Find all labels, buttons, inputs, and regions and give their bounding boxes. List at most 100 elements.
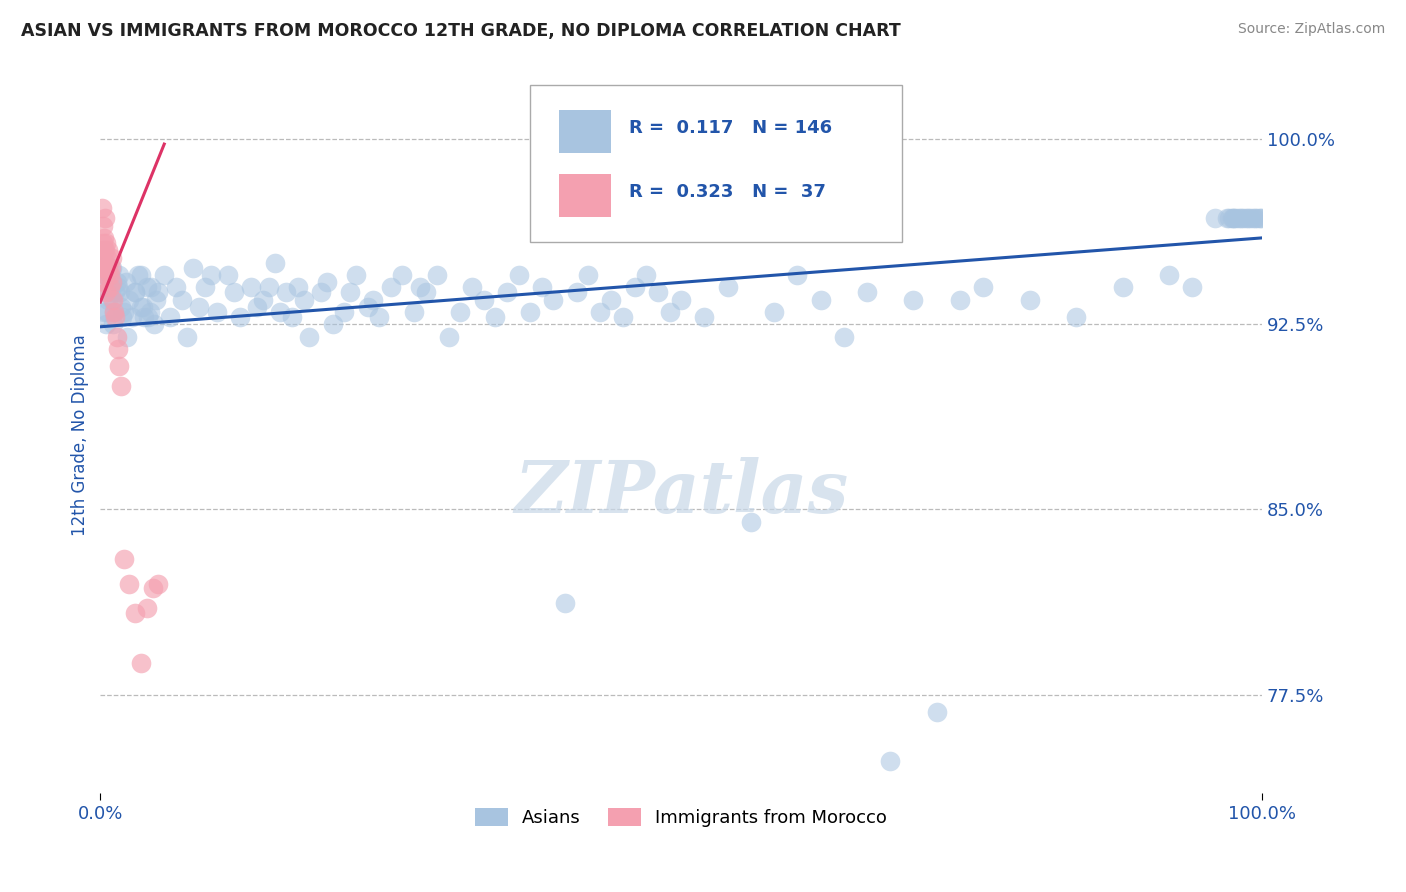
Point xyxy=(127,268,149,282)
Point xyxy=(333,305,356,319)
Point xyxy=(101,251,124,265)
Point xyxy=(145,293,167,307)
Point xyxy=(344,268,367,282)
Point xyxy=(97,244,120,258)
Point xyxy=(1232,211,1254,226)
Point xyxy=(949,293,972,307)
Point xyxy=(194,280,217,294)
Y-axis label: 12th Grade, No Diploma: 12th Grade, No Diploma xyxy=(72,334,89,536)
Point xyxy=(90,244,112,258)
Text: R =  0.117   N = 146: R = 0.117 N = 146 xyxy=(628,119,832,136)
Point xyxy=(222,285,245,300)
Point xyxy=(612,310,634,324)
Point xyxy=(600,293,623,307)
Point xyxy=(96,305,118,319)
Point xyxy=(101,260,124,275)
Point xyxy=(129,656,152,670)
Point xyxy=(124,285,146,300)
Point xyxy=(1230,211,1253,226)
Point xyxy=(93,244,115,258)
Point xyxy=(658,305,681,319)
Point xyxy=(530,280,553,294)
Point xyxy=(105,329,128,343)
Text: Source: ZipAtlas.com: Source: ZipAtlas.com xyxy=(1237,22,1385,37)
Point xyxy=(115,329,138,343)
Point xyxy=(972,280,994,294)
Point xyxy=(263,255,285,269)
Point xyxy=(93,305,115,319)
Point xyxy=(107,280,129,294)
Point xyxy=(276,285,298,300)
Point xyxy=(1239,211,1261,226)
Point xyxy=(94,268,117,282)
Point xyxy=(472,293,495,307)
Point xyxy=(1249,211,1271,226)
Point xyxy=(368,310,391,324)
Point xyxy=(589,305,612,319)
Point xyxy=(257,280,280,294)
Point xyxy=(118,576,141,591)
Point xyxy=(576,268,599,282)
FancyBboxPatch shape xyxy=(530,85,901,242)
Point xyxy=(322,318,344,332)
Point xyxy=(879,754,901,768)
Point xyxy=(240,280,263,294)
Point xyxy=(94,244,117,258)
Point xyxy=(229,310,252,324)
Point xyxy=(461,280,484,294)
Point xyxy=(1227,211,1250,226)
Point xyxy=(426,268,449,282)
Point xyxy=(217,268,239,282)
Point xyxy=(309,285,332,300)
Point xyxy=(96,285,118,300)
Point xyxy=(118,293,141,307)
Point xyxy=(281,310,304,324)
Point xyxy=(97,293,120,307)
Point xyxy=(1246,211,1268,226)
Point xyxy=(153,268,176,282)
Point xyxy=(96,318,118,332)
Point xyxy=(108,359,131,374)
Point xyxy=(90,201,112,215)
Point xyxy=(409,280,432,294)
Point xyxy=(287,280,309,294)
Point xyxy=(925,705,948,719)
Point xyxy=(129,268,152,282)
Point xyxy=(132,300,155,314)
Point xyxy=(496,285,519,300)
Point xyxy=(519,305,541,319)
Point xyxy=(96,255,118,269)
Point xyxy=(716,280,738,294)
Point xyxy=(121,310,143,324)
Point xyxy=(96,268,118,282)
Point xyxy=(1223,211,1246,226)
Point xyxy=(135,601,157,615)
Point xyxy=(100,285,122,300)
Point xyxy=(543,293,565,307)
Point xyxy=(740,515,762,529)
Point xyxy=(402,305,425,319)
Point xyxy=(636,268,658,282)
Point xyxy=(107,342,129,356)
Point xyxy=(269,305,291,319)
Point xyxy=(124,606,146,620)
Point xyxy=(115,276,138,290)
Point xyxy=(903,293,925,307)
Point xyxy=(98,268,121,282)
Point xyxy=(148,576,170,591)
Point xyxy=(449,305,471,319)
Point xyxy=(94,260,117,275)
Text: ZIPatlas: ZIPatlas xyxy=(515,458,848,528)
Point xyxy=(623,280,645,294)
Point xyxy=(91,235,114,250)
Point xyxy=(135,280,157,294)
Point xyxy=(246,300,269,314)
Point xyxy=(170,293,193,307)
Point xyxy=(101,293,124,307)
Point xyxy=(1225,211,1247,226)
Point xyxy=(832,329,855,343)
Point xyxy=(356,300,378,314)
Point xyxy=(391,268,413,282)
Point xyxy=(103,305,125,319)
Point xyxy=(786,268,808,282)
